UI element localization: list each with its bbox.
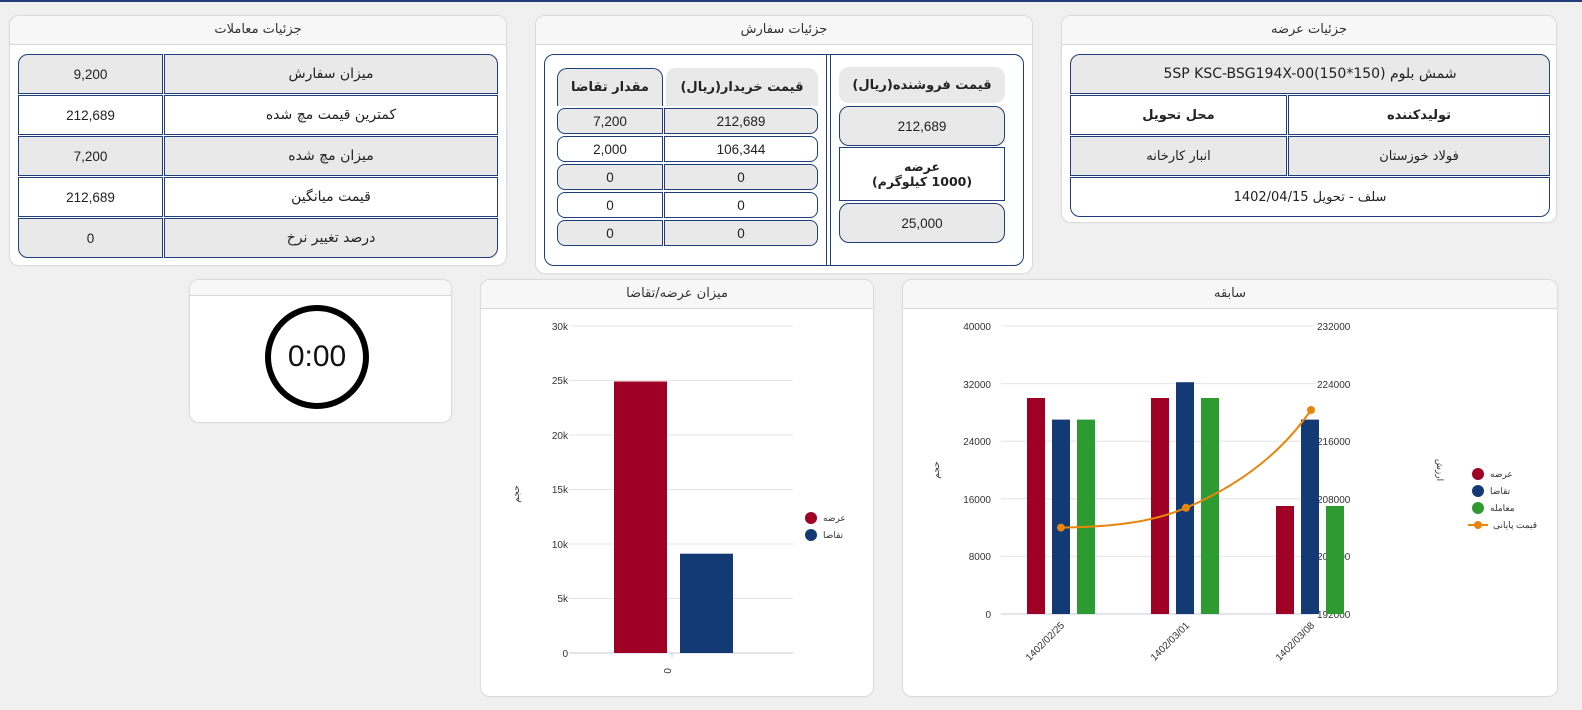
bar-supply <box>1276 506 1294 614</box>
bar-trade <box>1326 506 1344 614</box>
seller-price-value: 212,689 <box>839 106 1005 146</box>
buyer-price-cell: 106,344 <box>664 136 818 162</box>
svg-text:قیمت پایانی: قیمت پایانی <box>1493 520 1537 531</box>
svg-text:عرضه: عرضه <box>1490 469 1513 480</box>
bar-demand <box>680 553 733 653</box>
svg-text:15k: 15k <box>552 485 569 496</box>
timer-value: 0:00 <box>287 340 347 373</box>
trade-label-rate-change: درصد تغییر نرخ <box>164 218 498 258</box>
trade-value-matched-amount: 7,200 <box>18 136 163 176</box>
svg-text:5k: 5k <box>557 594 569 605</box>
buyer-price-cell: 0 <box>664 192 818 218</box>
bar-trade <box>1201 398 1219 614</box>
order-details-panel: جزئیات سفارش قیمت فروشنده(ریال) 212,689 … <box>535 15 1033 274</box>
seller-price-header: قیمت فروشنده(ریال) <box>839 67 1005 103</box>
supply-demand-legend: عرضه تقاضا <box>805 512 846 541</box>
trade-value-min-matched-price: 212,689 <box>18 95 163 135</box>
buyer-price-cell: 0 <box>664 220 818 246</box>
demand-qty-cell: 0 <box>557 192 663 218</box>
history-chart: 0 8000 16000 24000 32000 40000 192000 20… <box>931 322 1537 664</box>
supply-unit-label: (1000 کیلوگرم) <box>871 174 973 189</box>
demand-qty-header: مقدار تقاضا <box>557 68 663 106</box>
supply-quantity-value: 25,000 <box>839 203 1005 243</box>
svg-text:حجم: حجم <box>511 485 522 502</box>
svg-text:عرضه: عرضه <box>823 513 846 524</box>
producer-value: فولاد خوزستان <box>1288 136 1550 176</box>
producer-label: تولیدکننده <box>1288 95 1550 135</box>
svg-text:0: 0 <box>985 610 991 621</box>
svg-text:24000: 24000 <box>963 437 991 448</box>
timer-panel-header <box>190 280 451 296</box>
svg-text:216000: 216000 <box>1317 437 1351 448</box>
svg-text:1402/03/08: 1402/03/08 <box>1274 620 1317 663</box>
svg-text:8000: 8000 <box>969 552 992 563</box>
bar-demand <box>1052 419 1070 614</box>
demand-qty-cell: 0 <box>557 220 663 246</box>
demand-qty-cell: 0 <box>557 164 663 190</box>
svg-text:30k: 30k <box>552 322 569 333</box>
buyer-section: قیمت خریدار(ریال) مقدار تقاضا 212,689 7,… <box>544 54 831 266</box>
timer-circle: 0:00 <box>265 305 369 409</box>
svg-text:192000: 192000 <box>1317 610 1351 621</box>
bar-demand <box>1176 382 1194 614</box>
svg-text:1402/03/01: 1402/03/01 <box>1149 620 1192 663</box>
trade-details-table: میزان سفارش 9,200 کمترین قیمت مچ شده 212… <box>18 54 498 258</box>
svg-text:25k: 25k <box>552 376 569 387</box>
svg-text:0: 0 <box>562 649 568 660</box>
svg-text:معامله: معامله <box>1490 503 1515 513</box>
bar-supply <box>1027 398 1045 614</box>
trade-value-average-price: 212,689 <box>18 177 163 217</box>
trade-value-rate-change: 0 <box>18 218 163 258</box>
supply-quantity-header: عرضه (1000 کیلوگرم) <box>839 147 1005 201</box>
supply-details-panel: جزئیات عرضه شمش بلوم (150*150)5SP KSC-BS… <box>1061 15 1557 223</box>
trade-label-average-price: قیمت میانگین <box>164 177 498 217</box>
svg-text:20k: 20k <box>552 431 569 442</box>
supply-demand-chart: 0 5k 10k 15k 20k 25k 30k حجم 0 عرضه تقاض… <box>511 322 846 674</box>
svg-text:1402/02/25: 1402/02/25 <box>1024 620 1067 663</box>
svg-text:16000: 16000 <box>963 495 991 506</box>
bar-supply <box>614 381 667 653</box>
svg-text:224000: 224000 <box>1317 380 1351 391</box>
history-chart-title: سابقه <box>903 280 1557 309</box>
supply-label: عرضه <box>904 159 940 174</box>
supply-demand-chart-title: میزان عرضه/تقاضا <box>481 280 873 309</box>
buyer-price-header: قیمت خریدار(ریال) <box>666 68 818 106</box>
supply-details-title: جزئیات عرضه <box>1062 16 1556 45</box>
bar-trade <box>1077 419 1095 614</box>
trade-details-title: جزئیات معاملات <box>10 16 506 45</box>
timer-panel: 0:00 <box>189 279 452 423</box>
trade-value-order-amount: 9,200 <box>18 54 163 94</box>
svg-text:ارزش: ارزش <box>1434 459 1445 481</box>
buyer-price-cell: 0 <box>664 164 818 190</box>
seller-section: قیمت فروشنده(ریال) 212,689 عرضه (1000 کی… <box>826 54 1024 266</box>
product-name: شمش بلوم (150*150)5SP KSC-BSG194X-00 <box>1070 54 1550 94</box>
history-legend: عرضه تقاضا معامله قیمت پایانی <box>1468 468 1537 531</box>
trade-details-panel: جزئیات معاملات میزان سفارش 9,200 کمترین … <box>9 15 507 266</box>
trade-label-matched-amount: میزان مچ شده <box>164 136 498 176</box>
history-chart-panel: سابقه 0 8000 16000 24000 32000 40000 192… <box>902 279 1558 697</box>
svg-text:تقاضا: تقاضا <box>823 530 844 540</box>
svg-text:40000: 40000 <box>963 322 991 333</box>
trade-label-order-amount: میزان سفارش <box>164 54 498 94</box>
delivery-info: سلف - تحویل 1402/04/15 <box>1070 177 1550 217</box>
bar-demand <box>1301 419 1319 614</box>
delivery-place-value: انبار کارخانه <box>1070 136 1287 176</box>
svg-text:232000: 232000 <box>1317 322 1351 333</box>
buyer-price-cell: 212,689 <box>664 108 818 134</box>
demand-qty-cell: 2,000 <box>557 136 663 162</box>
svg-text:208000: 208000 <box>1317 495 1351 506</box>
delivery-place-label: محل تحویل <box>1070 95 1287 135</box>
svg-text:تقاضا: تقاضا <box>1490 486 1511 496</box>
svg-text:10k: 10k <box>552 540 569 551</box>
trade-label-min-matched-price: کمترین قیمت مچ شده <box>164 95 498 135</box>
bar-supply <box>1151 398 1169 614</box>
order-details-title: جزئیات سفارش <box>536 16 1032 45</box>
svg-text:0: 0 <box>663 668 674 674</box>
svg-text:حجم: حجم <box>931 461 942 478</box>
supply-demand-chart-panel: میزان عرضه/تقاضا 0 5k 10k 15k 20k 25k 30… <box>480 279 874 697</box>
svg-text:32000: 32000 <box>963 380 991 391</box>
demand-qty-cell: 7,200 <box>557 108 663 134</box>
